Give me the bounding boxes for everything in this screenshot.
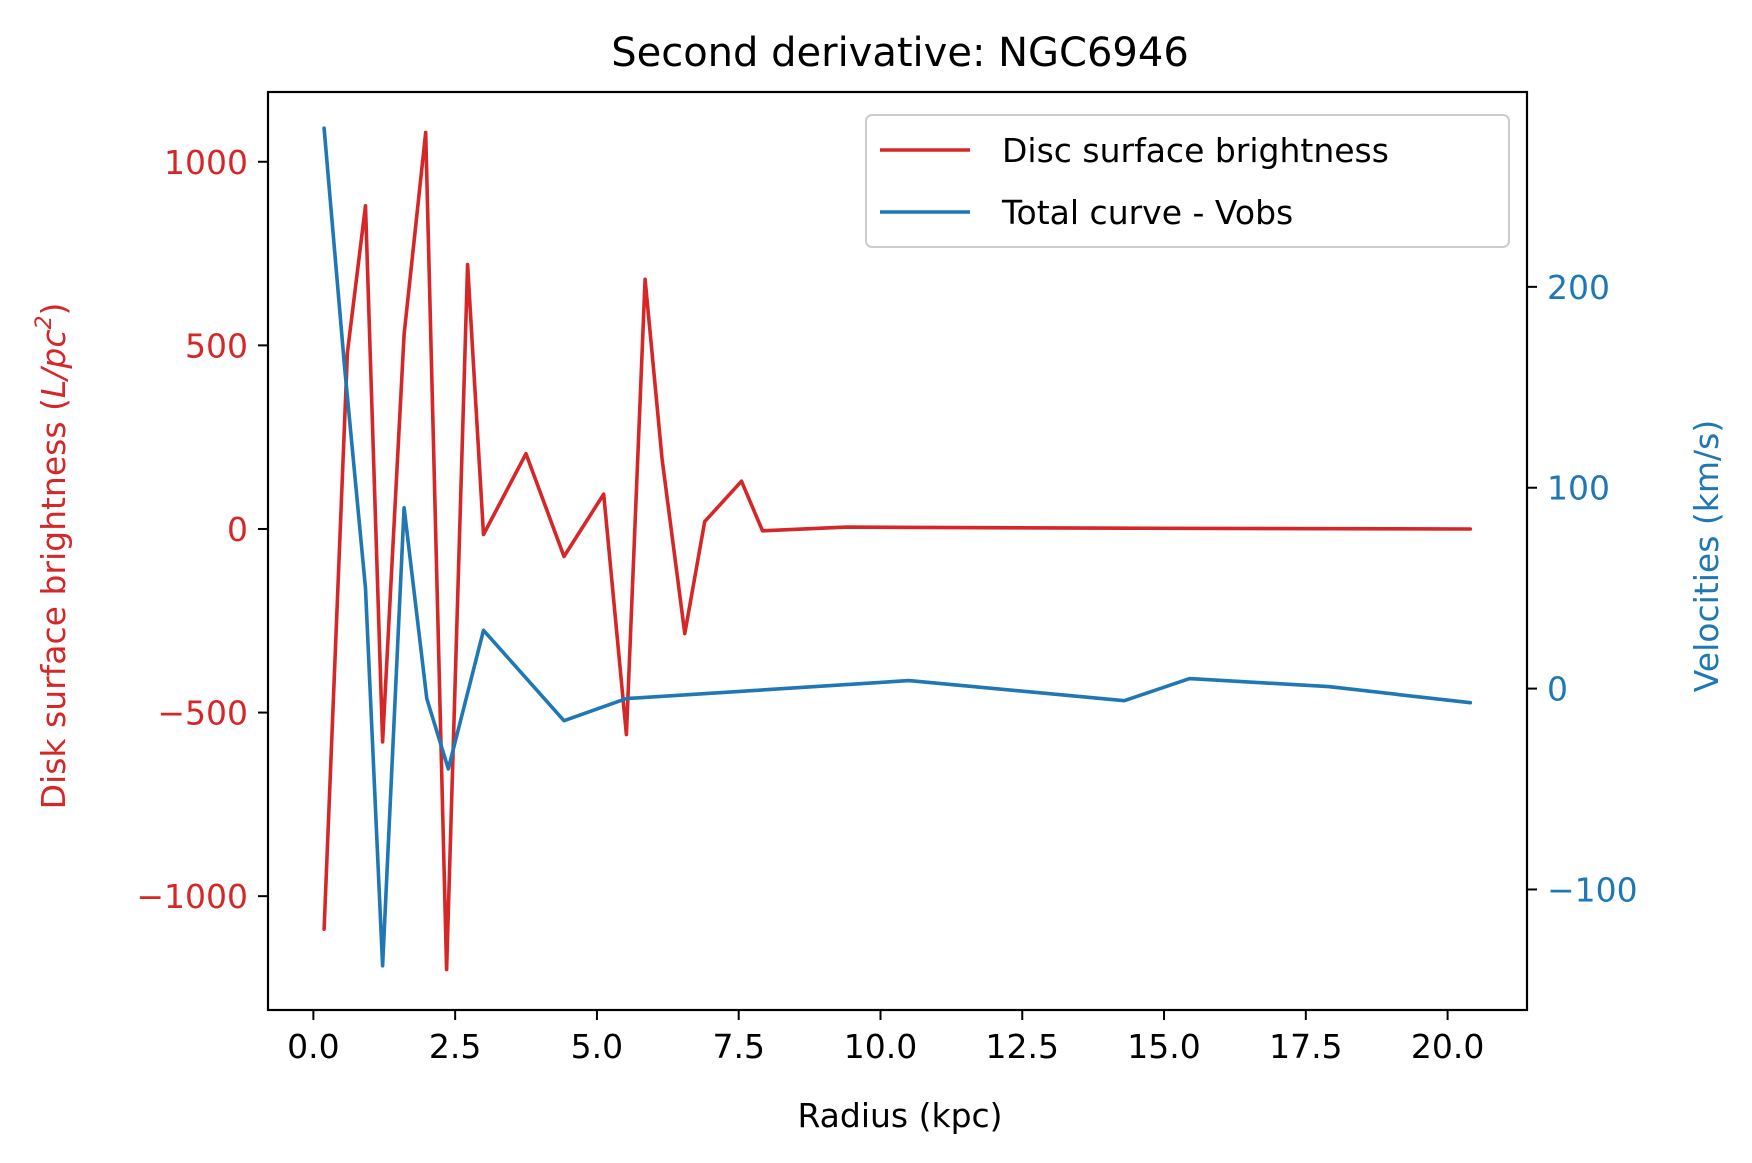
x-tick-label: 17.5: [1269, 1027, 1342, 1066]
legend-label: Disc surface brightness: [1002, 131, 1389, 170]
x-tick-label: 15.0: [1127, 1027, 1200, 1066]
x-axis: 0.0 2.5 5.0 7.5 10.0 12.5 15.0 17.5 20.0: [287, 1010, 1484, 1066]
y-right-tick-label: 200: [1547, 268, 1610, 307]
y-left-tick-label: 0: [227, 510, 248, 549]
y-right-tick-label: 0: [1547, 670, 1568, 709]
x-axis-title: Radius (kpc): [797, 1096, 1002, 1135]
y-axis-left-title-exponent: 2: [32, 315, 57, 329]
x-tick-label: 20.0: [1411, 1027, 1484, 1066]
series-line-vobs: [322, 126, 1473, 968]
y-axis-left-title-suffix: ): [34, 303, 73, 316]
y-axis-left-title: Disk surface brightness (L/pc2): [32, 303, 73, 810]
y-left-tick-label: −500: [157, 694, 248, 733]
y-left-tick-label: −1000: [136, 877, 248, 916]
y-left-tick-label: 1000: [164, 143, 248, 182]
y-right-tick-label: 100: [1547, 469, 1610, 508]
series-line-disc-brightness: [322, 130, 1473, 972]
chart-title: Second derivative: NGC6946: [611, 30, 1189, 76]
legend-label: Total curve - Vobs: [1001, 193, 1293, 232]
x-tick-label: 10.0: [844, 1027, 917, 1066]
x-tick-label: 12.5: [986, 1027, 1059, 1066]
x-tick-label: 7.5: [712, 1027, 764, 1066]
y-axis-left: 1000 500 0 −500 −1000: [136, 143, 268, 916]
y-axis-left-title-prefix: Disk surface brightness (: [34, 398, 73, 809]
series-layer: [322, 126, 1473, 972]
y-left-tick-label: 500: [185, 326, 248, 365]
y-axis-left-title-unit: L/pc: [34, 329, 73, 398]
x-tick-label: 5.0: [571, 1027, 623, 1066]
legend-box: [865, 114, 1510, 248]
x-tick-label: 2.5: [429, 1027, 481, 1066]
x-tick-label: 0.0: [287, 1027, 339, 1066]
legend: Disc surface brightness Total curve - Vob…: [865, 114, 1510, 248]
y-axis-right: 200 100 0 −100: [1527, 268, 1638, 909]
y-right-tick-label: −100: [1547, 870, 1638, 909]
plot-frame: [266, 90, 1529, 1012]
y-axis-right-title: Velocities (km/s): [1687, 420, 1726, 692]
